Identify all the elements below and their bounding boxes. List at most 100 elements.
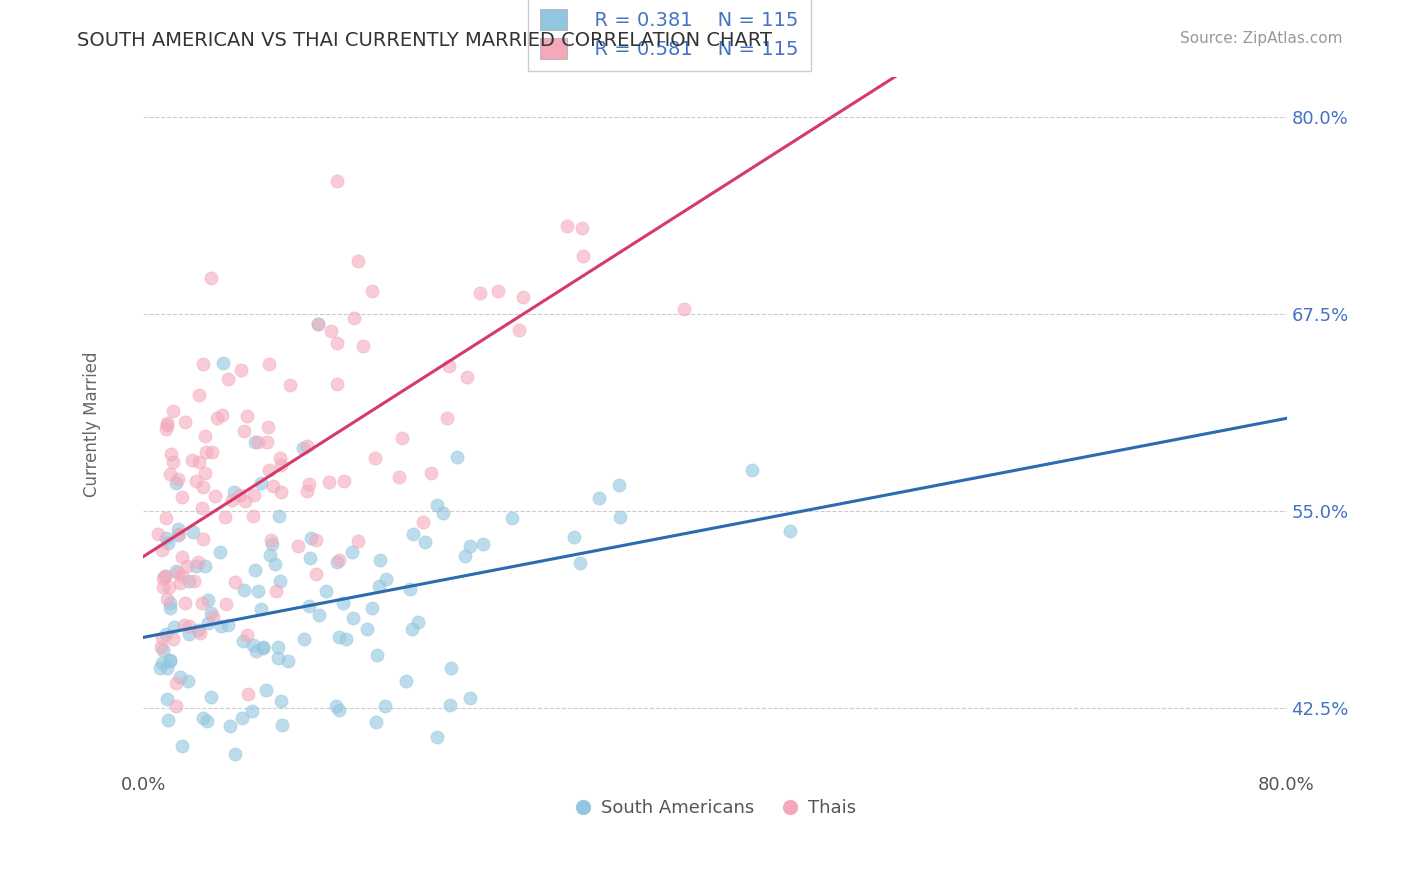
Point: [173, 596, 195, 610]
Point: [194, 466, 217, 480]
Point: [156, 416, 179, 430]
Point: [402, 526, 425, 541]
Point: [277, 654, 299, 668]
Point: [364, 714, 387, 729]
Point: [149, 803, 172, 817]
Point: [412, 515, 434, 529]
Point: [779, 524, 801, 539]
Point: [486, 284, 509, 298]
Point: [148, 527, 170, 541]
Point: [167, 472, 190, 486]
Point: [204, 489, 226, 503]
Point: [347, 253, 370, 268]
Point: [373, 699, 395, 714]
Point: [269, 450, 291, 465]
Point: [170, 491, 193, 505]
Point: [193, 533, 215, 547]
Point: [233, 582, 256, 597]
Point: [325, 698, 347, 713]
Point: [571, 220, 593, 235]
Point: [155, 627, 177, 641]
Point: [172, 739, 194, 753]
Point: [262, 536, 284, 550]
Point: [741, 463, 763, 477]
Point: [157, 580, 180, 594]
Point: [295, 439, 318, 453]
Point: [215, 597, 238, 611]
Point: [609, 510, 631, 524]
Point: [170, 779, 193, 793]
Point: [229, 363, 252, 377]
Point: [179, 618, 201, 632]
Point: [426, 498, 449, 512]
Point: [262, 479, 284, 493]
Point: [184, 475, 207, 489]
Point: [257, 463, 280, 477]
Point: [298, 477, 321, 491]
Point: [153, 569, 176, 583]
Point: [252, 640, 274, 654]
Point: [301, 531, 323, 545]
Point: [256, 434, 278, 449]
Point: [209, 619, 232, 633]
Point: [458, 539, 481, 553]
Point: [246, 434, 269, 449]
Point: [187, 623, 209, 637]
Point: [188, 626, 211, 640]
Point: [562, 530, 585, 544]
Point: [211, 409, 233, 423]
Point: [181, 452, 204, 467]
Point: [270, 458, 292, 472]
Point: [193, 711, 215, 725]
Point: [173, 415, 195, 429]
Point: [159, 655, 181, 669]
Point: [257, 420, 280, 434]
Point: [159, 467, 181, 481]
Point: [166, 527, 188, 541]
Point: [149, 660, 172, 674]
Point: [321, 324, 343, 338]
Point: [195, 444, 218, 458]
Point: [264, 558, 287, 572]
Point: [167, 522, 190, 536]
Point: [305, 533, 328, 547]
Point: [183, 574, 205, 588]
Point: [436, 411, 458, 425]
Point: [177, 674, 200, 689]
Point: [231, 710, 253, 724]
Point: [508, 323, 530, 337]
Point: [232, 424, 254, 438]
Point: [588, 491, 610, 505]
Point: [165, 676, 187, 690]
Point: [446, 450, 468, 464]
Point: [568, 556, 591, 570]
Legend: South Americans, Thais: South Americans, Thais: [567, 791, 863, 824]
Point: [155, 531, 177, 545]
Point: [243, 563, 266, 577]
Point: [243, 434, 266, 449]
Point: [326, 377, 349, 392]
Text: SOUTH AMERICAN VS THAI CURRENTLY MARRIED CORRELATION CHART: SOUTH AMERICAN VS THAI CURRENTLY MARRIED…: [77, 31, 772, 50]
Point: [155, 422, 177, 436]
Point: [218, 719, 240, 733]
Point: [165, 475, 187, 490]
Point: [242, 509, 264, 524]
Point: [181, 524, 204, 539]
Point: [200, 690, 222, 704]
Point: [307, 317, 329, 331]
Point: [270, 485, 292, 500]
Point: [200, 444, 222, 458]
Point: [208, 545, 231, 559]
Point: [165, 698, 187, 713]
Point: [374, 572, 396, 586]
Point: [162, 632, 184, 646]
Point: [149, 640, 172, 654]
Point: [325, 174, 347, 188]
Point: [156, 418, 179, 433]
Text: Currently Married: Currently Married: [83, 351, 101, 497]
Point: [159, 653, 181, 667]
Point: [326, 335, 349, 350]
Point: [242, 488, 264, 502]
Point: [156, 661, 179, 675]
Point: [399, 582, 422, 596]
